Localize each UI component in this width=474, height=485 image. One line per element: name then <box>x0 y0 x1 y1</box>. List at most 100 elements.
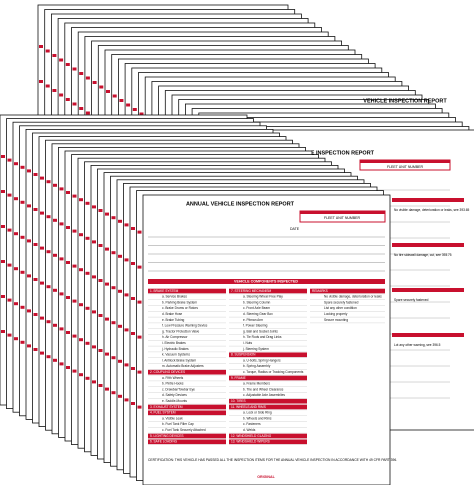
red-mark <box>137 300 142 304</box>
item: c. Drawbar/Towbar Eye <box>162 387 195 391</box>
red-mark <box>98 314 103 317</box>
item: List any other condition <box>324 306 357 310</box>
form-title: ANNUAL VEHICLE INSPECTION REPORT <box>186 201 295 207</box>
red-mark <box>112 94 117 98</box>
red-mark <box>72 369 77 373</box>
red-mark <box>85 376 90 380</box>
item: b. Steering Column <box>243 300 271 304</box>
red-mark <box>27 309 31 313</box>
section-bar <box>148 288 226 294</box>
red-mark <box>59 187 64 191</box>
red-mark <box>72 67 77 71</box>
red-mark <box>111 356 116 360</box>
red-mark <box>85 271 90 275</box>
red-mark <box>98 384 103 387</box>
red-mark <box>92 240 96 244</box>
red-mark <box>98 279 103 282</box>
section-bar <box>148 369 226 375</box>
red-mark <box>105 282 109 286</box>
red-mark <box>92 81 97 84</box>
red-mark <box>59 93 64 97</box>
red-mark <box>40 211 44 215</box>
red-mark <box>118 324 122 328</box>
red-mark <box>66 331 70 334</box>
red-mark <box>105 247 109 251</box>
red-mark <box>1 295 5 298</box>
red-mark <box>33 173 38 176</box>
item: k. Vacuum Systems <box>162 353 190 357</box>
red-mark <box>53 358 57 362</box>
red-mark <box>46 320 51 324</box>
red-mark <box>139 112 144 116</box>
red-mark <box>111 216 116 220</box>
red-mark <box>53 253 57 257</box>
item: j. Steering System <box>242 347 269 351</box>
item: e. Brake Tubing <box>162 318 185 322</box>
red-mark <box>53 323 57 327</box>
red-mark <box>66 226 70 229</box>
item: 10. TIRES <box>231 399 246 403</box>
red-mark <box>124 258 129 262</box>
item: i. Electric Brakes <box>162 341 186 345</box>
item: b. Pintle Hooks <box>162 382 184 386</box>
red-mark <box>45 49 50 53</box>
red-mark <box>137 265 142 269</box>
item: Secure mounting <box>324 318 348 322</box>
red-mark <box>59 292 64 296</box>
red-mark <box>20 200 25 204</box>
item: 11. WHEELS AND RIMS <box>231 405 266 409</box>
red-mark <box>7 228 12 232</box>
item: i. Nuts <box>243 341 252 345</box>
red-mark <box>124 363 129 367</box>
red-bar <box>392 198 464 202</box>
section-bar <box>229 352 307 358</box>
item: m. Automatic Brake Adjusters <box>162 364 204 368</box>
item: b. Spring Assembly <box>243 364 271 368</box>
red-mark <box>72 194 77 198</box>
side-note: Spare securely fastened <box>394 298 429 302</box>
red-mark <box>45 84 50 88</box>
red-mark <box>53 183 57 187</box>
item: a. Steering Wheel Free Play <box>243 295 283 299</box>
red-mark <box>59 327 64 331</box>
red-mark <box>7 263 12 267</box>
item: g. Tractor Protection Valve <box>162 329 200 333</box>
red-mark <box>105 317 109 321</box>
item: d. Safety Devices <box>162 393 187 397</box>
fleet-head <box>360 160 450 163</box>
item: l. Antilock Brake System <box>162 358 197 362</box>
back-title: VEHICLE INSPECTION REPORT <box>363 98 447 104</box>
fleet-head <box>300 211 385 214</box>
red-mark <box>92 380 96 384</box>
section-bar <box>148 404 226 410</box>
red-mark <box>72 264 77 268</box>
item: h. Air Compressor <box>162 335 188 339</box>
red-mark <box>85 341 90 345</box>
red-mark <box>33 208 38 211</box>
red-mark <box>20 165 25 169</box>
red-mark <box>7 333 12 337</box>
red-mark <box>79 72 84 75</box>
red-mark <box>59 58 64 62</box>
item: 3. EXHAUST SYSTEM <box>150 405 183 409</box>
red-mark <box>59 362 64 366</box>
item: Spare securely fastened <box>324 300 359 304</box>
red-mark <box>33 243 38 246</box>
red-mark <box>111 391 116 395</box>
item: 5. LIGHTING DEVICES <box>150 434 183 438</box>
section-bar <box>229 404 307 410</box>
red-mark <box>33 348 38 351</box>
red-mark <box>85 111 90 115</box>
item: b. Fuel Tank Filler Cap <box>162 422 194 426</box>
red-mark <box>92 275 96 279</box>
red-mark <box>40 246 44 250</box>
red-mark <box>124 223 129 227</box>
red-mark <box>65 98 70 101</box>
red-mark <box>1 330 5 333</box>
red-mark <box>137 230 142 234</box>
item: 2. COUPLING DEVICES <box>150 370 185 374</box>
red-mark <box>39 45 43 48</box>
certification: CERTIFICATION: THIS VEHICLE HAS PASSED A… <box>148 458 397 462</box>
red-mark <box>98 244 103 247</box>
red-mark <box>20 235 25 239</box>
